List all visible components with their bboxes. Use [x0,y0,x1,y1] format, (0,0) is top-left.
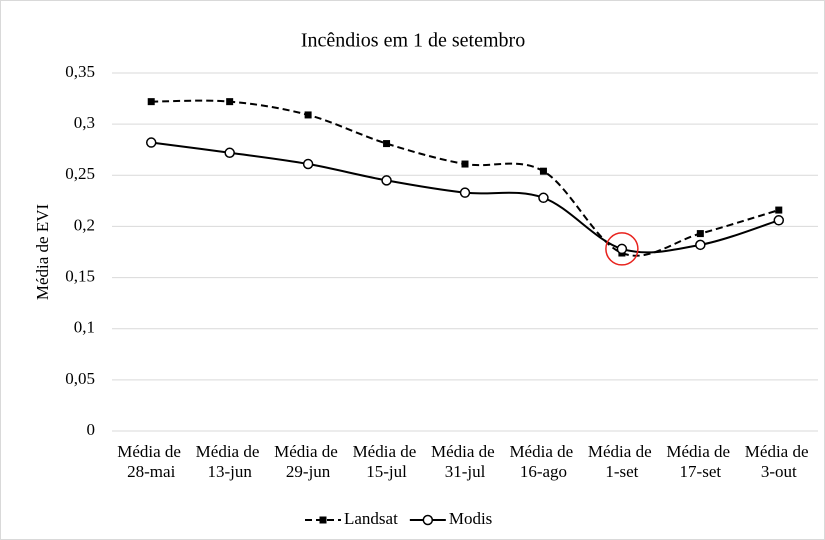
chart-title: Incêndios em 1 de setembro [301,30,525,52]
data-point [538,192,549,204]
x-tick-label: Média de 29-jun [274,442,342,481]
data-point [381,175,392,186]
y-axis-label: Média de EVI [33,204,52,301]
x-tick-label: Média de 15-jul [353,442,421,481]
data-point [383,140,391,148]
data-point [147,98,155,106]
y-tick-label: 0 [87,420,96,439]
legend-marker [319,516,327,524]
x-tick-label: Média de 13-jun [196,442,264,481]
y-tick-label: 0,15 [65,266,95,285]
series-line [151,99,780,257]
y-tick-label: 0,35 [65,62,95,81]
y-tick-label: 0,1 [74,318,95,337]
data-point [224,147,235,159]
x-tick-label: Média de 28-mai [117,442,185,481]
legend-label: Landsat [344,509,398,528]
data-point [304,111,312,119]
data-point [145,137,157,148]
highlight-circle [605,232,639,266]
data-point [773,215,785,226]
data-point [461,160,469,168]
data-point [696,230,704,238]
y-tick-label: 0,05 [65,369,95,388]
y-tick-label: 0,2 [74,215,95,234]
y-tick-label: 0,25 [65,164,95,183]
y-tick-label: 0,3 [74,113,95,132]
x-tick-label: Média de 31-jul [431,442,499,481]
data-point [775,206,783,214]
data-point [302,158,314,170]
x-tick-label: Média de 16-ago [509,442,577,481]
data-point [695,239,706,251]
data-point [226,98,234,106]
x-tick-label: Média de 1-set [588,442,656,481]
data-point [459,187,471,198]
data-point [539,167,547,175]
x-tick-label: Média de 17-set [666,442,734,481]
legend-label: Modis [449,509,492,528]
data-point [616,243,628,255]
x-tick-label: Média de 3-out [745,442,813,481]
legend-marker [422,514,434,526]
